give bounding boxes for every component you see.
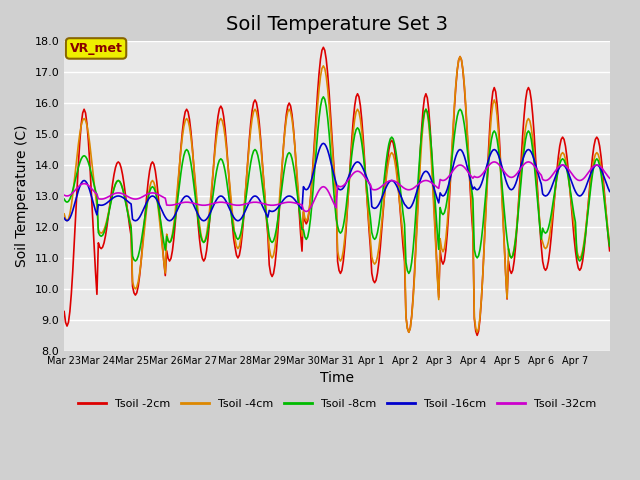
Tsoil -8cm [60,196,68,202]
Line: Tsoil -16cm: Tsoil -16cm [64,144,610,221]
Tsoil -2cm [342,226,350,231]
Line: Tsoil -4cm: Tsoil -4cm [64,57,610,332]
Tsoil -4cm [533,185,541,191]
Tsoil -16cm [452,154,460,159]
Tsoil -8cm [319,94,327,100]
Tsoil -32cm [604,174,612,180]
Tsoil -8cm [79,154,86,159]
Text: VR_met: VR_met [70,42,122,55]
Line: Tsoil -32cm: Tsoil -32cm [64,162,610,212]
Tsoil -16cm [606,189,614,194]
Tsoil -4cm [341,236,349,241]
Tsoil -8cm [604,233,612,239]
Tsoil -4cm [96,229,104,235]
Line: Tsoil -8cm: Tsoil -8cm [64,97,610,274]
Tsoil -4cm [606,240,614,245]
Tsoil -32cm [490,159,498,165]
Tsoil -16cm [60,215,68,221]
Tsoil -16cm [344,177,351,182]
Tsoil -2cm [60,309,68,314]
Legend: Tsoil -2cm, Tsoil -4cm, Tsoil -8cm, Tsoil -16cm, Tsoil -32cm: Tsoil -2cm, Tsoil -4cm, Tsoil -8cm, Tsoi… [74,395,600,413]
Y-axis label: Soil Temperature (C): Soil Temperature (C) [15,125,29,267]
Line: Tsoil -2cm: Tsoil -2cm [64,48,610,336]
X-axis label: Time: Time [320,371,354,385]
Tsoil -4cm [604,228,612,234]
Tsoil -2cm [606,248,614,254]
Tsoil -2cm [604,234,612,240]
Tsoil -2cm [474,333,481,338]
Tsoil -8cm [96,232,104,238]
Tsoil -8cm [405,271,413,276]
Tsoil -32cm [606,175,614,181]
Tsoil -32cm [451,166,458,172]
Tsoil -32cm [342,180,350,186]
Tsoil -16cm [97,203,105,208]
Title: Soil Temperature Set 3: Soil Temperature Set 3 [226,15,448,34]
Tsoil -4cm [456,54,464,60]
Tsoil -2cm [79,110,86,116]
Tsoil -4cm [451,103,458,108]
Tsoil -2cm [319,45,327,50]
Tsoil -8cm [533,192,541,197]
Tsoil -2cm [533,178,541,183]
Tsoil -32cm [79,181,86,187]
Tsoil -16cm [319,141,327,146]
Tsoil -32cm [96,196,104,202]
Tsoil -32cm [303,209,310,215]
Tsoil -2cm [451,106,458,111]
Tsoil -16cm [80,178,88,183]
Tsoil -16cm [604,185,612,191]
Tsoil -4cm [79,118,86,123]
Tsoil -2cm [96,244,104,250]
Tsoil -8cm [342,204,350,210]
Tsoil -16cm [533,167,541,172]
Tsoil -4cm [405,329,413,335]
Tsoil -4cm [60,211,68,217]
Tsoil -8cm [452,122,460,128]
Tsoil -32cm [60,192,68,198]
Tsoil -8cm [606,243,614,249]
Tsoil -32cm [533,167,541,172]
Tsoil -16cm [63,218,71,224]
